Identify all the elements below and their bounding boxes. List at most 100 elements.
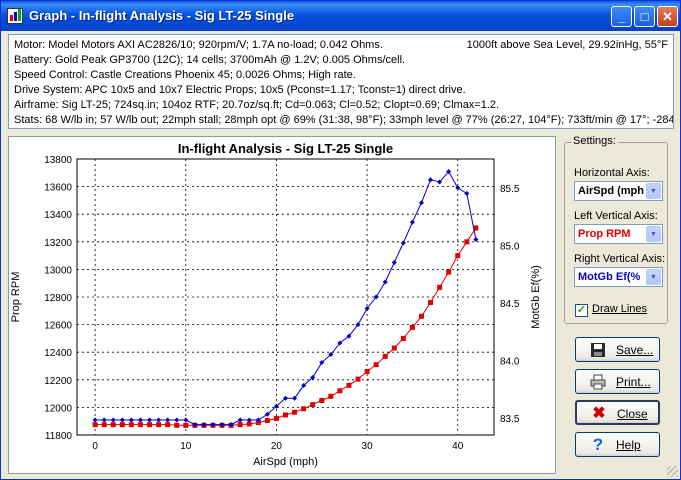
left-series-point <box>473 225 479 231</box>
left-series-point <box>119 422 125 428</box>
y-tick-label: 12400 <box>44 348 72 359</box>
left-axis-value: Prop RPM <box>578 228 631 240</box>
printer-icon <box>590 374 606 390</box>
app-graph-icon <box>7 8 23 24</box>
left-series-point <box>246 421 252 427</box>
right-series-point <box>328 352 334 357</box>
print-button[interactable]: Print... <box>575 369 660 394</box>
y-tick-label: 13800 <box>44 155 72 166</box>
y2-tick-label: 83.5 <box>500 414 520 425</box>
left-series-point <box>409 324 415 330</box>
chart-svg: In-flight Analysis - Sig LT-25 Single 0 10… <box>10 141 542 468</box>
title-bar[interactable]: Graph - In-flight Analysis - Sig LT-25 S… <box>1 1 680 31</box>
left-series-point <box>255 420 261 426</box>
right-series-point <box>310 375 316 380</box>
right-series-point <box>437 179 443 185</box>
minimize-button[interactable]: _ <box>611 6 632 27</box>
left-series-point <box>156 422 162 428</box>
left-series-point <box>174 422 180 428</box>
close-icon: ✕ <box>662 9 673 24</box>
right-series-point <box>228 422 234 428</box>
right-axis-value: MotGb Ef(% <box>578 271 641 283</box>
left-series-point <box>418 313 424 319</box>
right-series-point <box>464 191 470 196</box>
left-series-point <box>273 415 279 421</box>
right-axis-select[interactable]: MotGb Ef(% ▼ <box>574 267 663 287</box>
right-series-point <box>110 417 116 423</box>
settings-label: Settings: <box>571 135 618 147</box>
right-series-point <box>391 260 397 265</box>
info-airframe: Airframe: Sig LT-25; 724sq.in; 104oz RTF… <box>14 99 500 111</box>
right-series-point <box>346 333 352 339</box>
y-tick-label: 12600 <box>44 321 72 332</box>
right-series-point <box>400 240 406 246</box>
maximize-button[interactable]: □ <box>634 6 655 27</box>
chevron-down-icon[interactable]: ▼ <box>646 226 661 242</box>
x-tick-label: 0 <box>92 441 98 452</box>
left-series-point <box>183 422 189 428</box>
left-series-point <box>391 345 397 351</box>
help-question-icon: ? <box>592 435 604 454</box>
y-tick-label: 12800 <box>44 293 72 304</box>
x-tick-label: 10 <box>180 441 192 452</box>
horizontal-axis-select[interactable]: AirSpd (mph ▼ <box>574 181 663 201</box>
left-series-point <box>137 422 143 428</box>
right-series-point <box>237 417 243 423</box>
right-series-point <box>382 279 388 285</box>
right-series-point <box>128 417 134 423</box>
save-button[interactable]: Save... <box>575 337 660 362</box>
plot-frame <box>76 158 495 436</box>
chart-panel: In-flight Analysis - Sig LT-25 Single 0 10… <box>8 136 556 474</box>
right-series-point <box>273 403 279 409</box>
y-tick-label: 11800 <box>45 431 73 442</box>
settings-group: Settings: Horizontal Axis: AirSpd (mph ▼… <box>564 135 668 324</box>
right-series-point <box>455 185 461 191</box>
floppy-disk-icon <box>590 342 606 358</box>
y-tick-label: 13600 <box>44 183 72 194</box>
right-series-point <box>165 417 171 423</box>
left-series-point <box>292 409 298 415</box>
left-series-point <box>355 376 361 382</box>
left-series-point <box>455 253 461 259</box>
right-series-point <box>319 360 325 366</box>
left-series-point <box>128 422 134 428</box>
right-series-point <box>246 417 252 423</box>
chevron-down-icon[interactable]: ▼ <box>646 269 661 285</box>
x-axis-label: AirSpd (mph) <box>253 456 318 468</box>
left-series-point <box>165 422 171 428</box>
left-series-point <box>319 398 325 403</box>
draw-lines-label[interactable]: Draw Lines <box>592 303 648 315</box>
left-series-point <box>382 353 388 359</box>
right-series-point <box>264 411 270 417</box>
chevron-down-icon[interactable]: ▼ <box>646 183 661 199</box>
right-series-point <box>355 322 361 328</box>
y-tick-label: 13400 <box>44 210 72 221</box>
right-axis-label: Right Vertical Axis: <box>574 253 666 265</box>
close-window-button[interactable]: ✕ <box>657 6 678 27</box>
right-series-point <box>147 417 153 423</box>
help-button[interactable]: ? Help <box>575 432 660 457</box>
close-button[interactable]: ✖ Close <box>575 400 660 425</box>
info-conditions: 1000ft above Sea Level, 29.92inHg, 55°F <box>466 39 668 51</box>
right-series-line <box>95 170 477 426</box>
left-series-point <box>464 239 470 245</box>
right-series-point <box>183 417 189 423</box>
draw-lines-checkbox[interactable]: ✓ <box>575 304 588 317</box>
left-series-point <box>337 388 343 394</box>
left-series-point <box>373 362 379 368</box>
right-series-point <box>364 306 370 311</box>
left-series-point <box>101 422 107 428</box>
right-series-point <box>292 395 298 401</box>
info-motor: Motor: Model Motors AXI AC2826/10; 920rp… <box>14 39 383 51</box>
save-label: Save... <box>616 343 654 357</box>
chart-title: In-flight Analysis - Sig LT-25 Single <box>178 141 393 156</box>
help-label: Help <box>616 438 641 452</box>
right-series-point <box>192 422 198 428</box>
info-battery: Battery: Gold Peak GP3700 (12C); 14 cell… <box>14 54 406 66</box>
left-axis-select[interactable]: Prop RPM ▼ <box>574 224 663 244</box>
right-series-point <box>337 340 343 346</box>
resize-grip[interactable] <box>667 466 678 477</box>
right-series-point <box>283 395 288 401</box>
window-title: Graph - In-flight Analysis - Sig LT-25 S… <box>29 8 295 23</box>
